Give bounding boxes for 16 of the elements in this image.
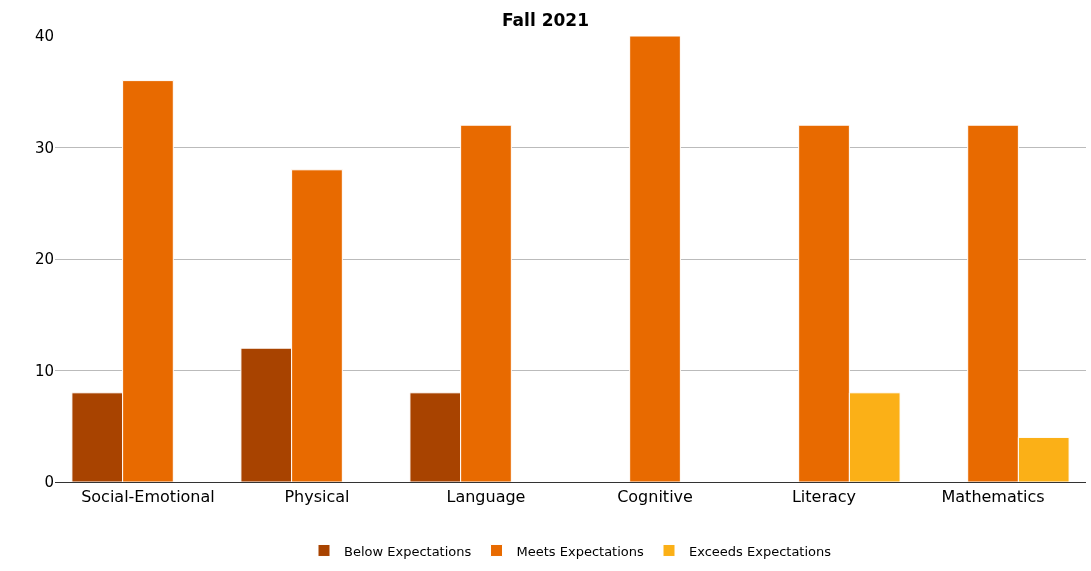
y-tick-label: 30 — [34, 138, 54, 157]
y-tick-label: 10 — [34, 361, 54, 380]
x-tick-label: Cognitive — [617, 487, 693, 507]
x-tick-label: Mathematics — [941, 487, 1045, 507]
legend-label: Below Expectations — [344, 543, 472, 559]
legend-label: Meets Expectations — [516, 543, 644, 559]
x-tick-label: Physical — [284, 487, 350, 507]
chart-title: Fall 2021 — [502, 10, 589, 31]
y-tick-label: 40 — [34, 27, 54, 46]
y-tick-label: 20 — [34, 250, 54, 269]
x-tick-label: Literacy — [791, 487, 857, 507]
y-tick-label: 0 — [44, 473, 54, 492]
x-tick-label: Social-Emotional — [81, 487, 215, 507]
bar — [629, 36, 681, 482]
legend-label: Exceeds Expectations — [689, 543, 832, 559]
x-tick-label: Language — [446, 487, 526, 507]
